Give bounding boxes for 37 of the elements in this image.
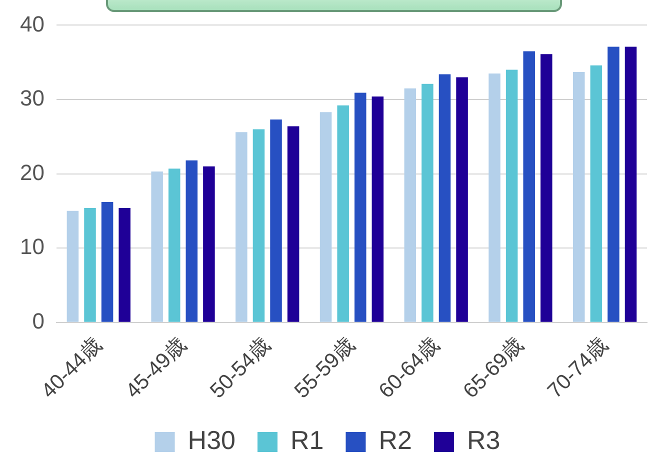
bar [186,160,198,322]
bar [287,126,300,322]
bar [422,84,434,322]
bar [203,166,215,322]
bar [118,208,130,322]
bar [337,105,349,322]
legend-label: R3 [466,425,500,456]
bar [488,73,500,322]
legend-label: R2 [378,425,412,456]
bar [624,46,637,322]
y-tick-label: 30 [20,86,44,111]
y-tick-label: 20 [20,160,44,185]
y-tick-label: 40 [20,11,44,36]
y-tick-label: 0 [32,308,44,334]
legend-label: R1 [290,425,324,456]
bar [354,92,366,322]
bar [252,129,265,322]
bar [101,202,114,322]
bar [506,70,518,322]
legend-label: H30 [188,425,236,456]
bar [404,88,416,322]
bar [66,210,79,322]
bar [320,112,332,322]
bar [168,168,180,322]
bar [270,120,282,322]
bar [151,172,163,322]
bar [573,72,585,322]
y-tick-label: 10 [20,234,44,260]
bar [438,74,451,322]
bar [372,96,384,322]
bar [236,132,248,322]
bar [540,54,552,322]
bar [590,65,602,322]
bar [456,77,468,322]
bar [523,51,535,322]
bar [84,208,96,322]
bar [608,46,620,322]
